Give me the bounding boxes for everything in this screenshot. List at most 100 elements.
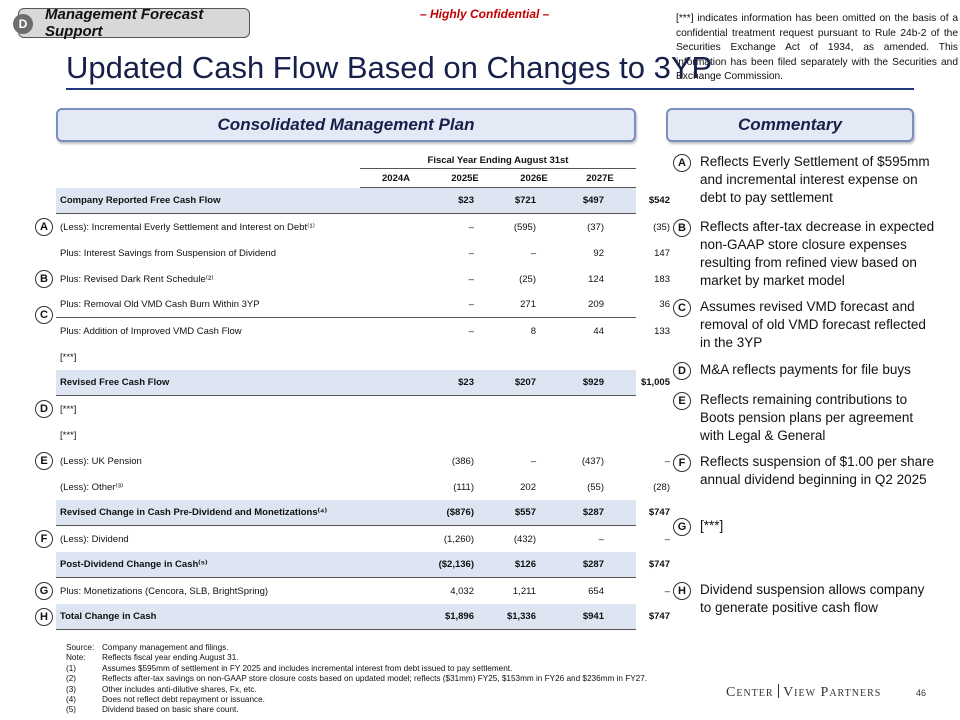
footnote-row: (2) Reflects after-tax savings on non-GAA… <box>66 674 647 684</box>
cell-value: ($876) <box>446 507 474 518</box>
row-label: (Less): Dividend <box>60 533 129 545</box>
row-label: [***] <box>60 351 77 363</box>
footnote-key: (3) <box>66 684 77 694</box>
footnote-row: (3) Other includes anti-dilutive shares, … <box>66 685 647 695</box>
brand-name-left: Center <box>726 685 774 700</box>
cell-value: $126 <box>514 559 536 570</box>
commentary-text: Reflects Everly Settlement of $595mm and… <box>700 154 930 205</box>
cell-value: 271 <box>520 299 536 310</box>
brand-name-right: View Partners <box>783 685 882 700</box>
table-row: [***] <box>56 344 636 370</box>
row-label: Company Reported Free Cash Flow <box>60 195 221 206</box>
table-row: (Less): Other⁽³⁾ (111) 202 (55) (28) <box>56 474 670 500</box>
cell-value: (437) <box>581 455 604 467</box>
footnote-key: Note: <box>66 653 86 663</box>
cell-value: $207 <box>514 377 536 388</box>
commentary-badge-b: B <box>673 219 691 237</box>
cell-value: $1,005 <box>640 377 670 388</box>
plan-panel-header: Consolidated Management Plan <box>56 108 636 142</box>
commentary-badge-e: E <box>673 392 691 410</box>
fiscal-year-header: Fiscal Year Ending August 31st <box>427 155 569 166</box>
page-number: 46 <box>916 688 927 698</box>
cell-value: (37) <box>587 221 604 233</box>
cell-value: $941 <box>582 611 604 622</box>
table-row: Plus: Monetizations (Cencora, SLB, Brigh… <box>56 578 670 604</box>
cell-value: (1,260) <box>443 533 474 545</box>
cell-value: $1,336 <box>506 611 536 622</box>
commentary-text: Reflects remaining contributions to Boot… <box>700 392 914 443</box>
footnote-row: Note: Reflects fiscal year ending August … <box>66 653 647 663</box>
cell-value: $542 <box>648 195 670 206</box>
footnotes: Source: Company management and filings. No… <box>66 643 647 716</box>
cell-value: (55) <box>587 481 604 493</box>
table-row: Revised Change in Cash Pre-Dividend and … <box>56 500 670 526</box>
commentary-badge-a: A <box>673 154 691 172</box>
header-divider <box>360 187 636 188</box>
footnote-key: Source: <box>66 643 95 652</box>
cell-value: $747 <box>648 611 670 622</box>
header-divider <box>360 168 636 169</box>
cell-value: $1,896 <box>444 611 474 622</box>
row-label: [***] <box>60 403 77 415</box>
section-tag: D Management Forecast Support <box>13 6 250 40</box>
row-label: Plus: Removal Old VMD Cash Burn Within 3… <box>60 299 260 310</box>
brand-separator <box>777 684 780 698</box>
cell-value: 183 <box>654 273 670 285</box>
commentary-text: [***] <box>700 518 724 533</box>
year-header: 2025E <box>451 173 479 184</box>
cell-value: – <box>468 247 474 259</box>
cell-value: 8 <box>530 325 536 337</box>
badge-c: C <box>35 306 53 324</box>
row-label: Revised Free Cash Flow <box>60 377 170 388</box>
cell-value: 44 <box>593 325 604 337</box>
footnote-text: Dividend based on basic share count. <box>102 705 239 715</box>
cell-value: – <box>468 273 474 285</box>
badge-g: G <box>35 582 53 600</box>
cell-value: $557 <box>514 507 536 518</box>
title-divider <box>66 88 914 90</box>
table-row: [***] <box>56 396 636 422</box>
commentary-badge-g: G <box>673 518 691 536</box>
footnote-row: (1) Assumes $595mm of settlement in FY 20… <box>66 664 647 674</box>
footnote-text: Does not reflect debt repayment or issua… <box>102 695 265 705</box>
footnote-text: Reflects fiscal year ending August 31. <box>102 653 239 663</box>
commentary-text: Reflects after-tax decrease in expected … <box>700 219 935 288</box>
footnote-row: Source: Company management and filings. <box>66 643 647 653</box>
page-title: Updated Cash Flow Based on Changes to 3Y… <box>66 50 713 85</box>
table-row: Company Reported Free Cash Flow $23 $721 $4… <box>56 188 670 214</box>
cell-value: – <box>530 247 536 259</box>
commentary-panel-header: Commentary <box>666 108 914 142</box>
table-row: Total Change in Cash $1,896 $1,336 $941 $747 <box>56 604 670 630</box>
row-label: Plus: Monetizations (Cencora, SLB, Brigh… <box>60 585 269 597</box>
commentary-badge-d: D <box>673 362 691 380</box>
footnote-row: (4) Does not reflect debt repayment or is… <box>66 695 647 705</box>
commentary-badge-c: C <box>673 299 691 317</box>
cell-value: (25) <box>519 273 536 285</box>
table-row: Revised Free Cash Flow $23 $207 $929 $1,005 <box>56 370 670 396</box>
cell-value: 209 <box>588 299 604 310</box>
cell-value: – <box>530 455 536 467</box>
year-header: 2027E <box>586 173 614 184</box>
cell-value: 202 <box>520 481 536 493</box>
cell-value: – <box>598 533 604 545</box>
cell-value: (111) <box>453 481 474 493</box>
cell-value: $497 <box>582 195 604 206</box>
cell-value: $747 <box>648 507 670 518</box>
cell-value: 1,211 <box>512 585 536 597</box>
row-label: Revised Change in Cash Pre-Dividend and … <box>60 507 327 518</box>
row-label: Plus: Addition of Improved VMD Cash Flow <box>60 325 242 337</box>
table-row: (Less): UK Pension (386) – (437) – <box>56 448 670 474</box>
cell-value: 124 <box>588 273 604 285</box>
cell-value: 36 <box>659 299 670 310</box>
row-label: Plus: Interest Savings from Suspension o… <box>60 247 276 259</box>
cell-value: $287 <box>582 507 604 518</box>
table-row: Post-Dividend Change in Cash⁽⁵⁾ ($2,136) $… <box>56 552 670 578</box>
row-label: (Less): UK Pension <box>60 455 142 467</box>
table-row: (Less): Incremental Everly Settlement an… <box>56 214 670 240</box>
commentary-text: Assumes revised VMD forecast and removal… <box>700 299 926 350</box>
cell-value: 92 <box>593 247 604 259</box>
table-row: Plus: Addition of Improved VMD Cash Flow… <box>56 318 670 344</box>
brand-logo: Center View Partners <box>726 684 881 701</box>
cell-value: 133 <box>654 325 670 337</box>
footnote-key: (5) <box>66 705 77 715</box>
